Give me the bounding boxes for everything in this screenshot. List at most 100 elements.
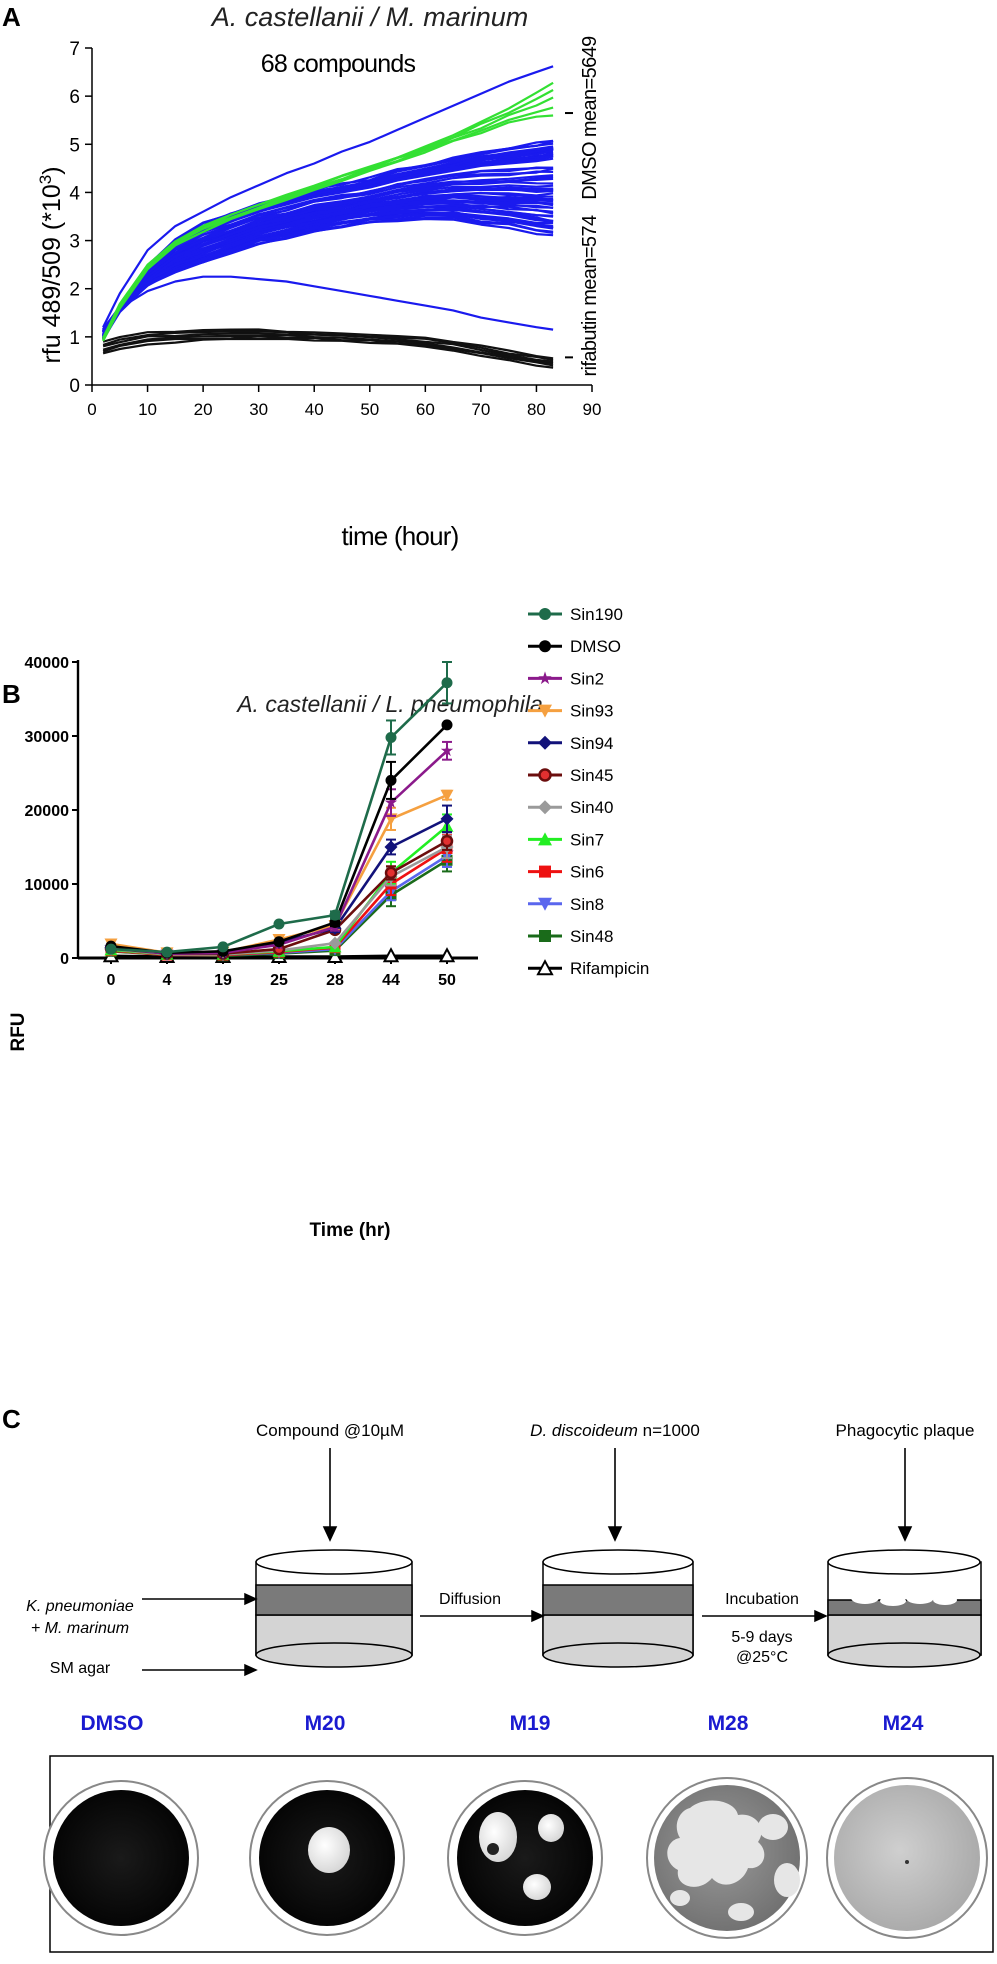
- legend-marker: [538, 671, 552, 685]
- rifabutin-curve: [102, 337, 554, 369]
- legend-label: Rifampicin: [570, 959, 649, 978]
- chart-a-x-tick-label: 70: [471, 400, 490, 419]
- chart-a-x-tick-label: 40: [305, 400, 324, 419]
- well-label-m28: M28: [708, 1712, 749, 1735]
- legend-item-rifampicin: Rifampicin: [528, 959, 649, 978]
- chart-b-x-tick-label: 4: [163, 972, 172, 989]
- chart-b-x-tick-label: 44: [382, 972, 400, 989]
- plaque-m19-3: [523, 1874, 551, 1900]
- legend-item-sin6: Sin6: [528, 863, 604, 882]
- well-label-m19: M19: [510, 1712, 551, 1735]
- reference-label: rifabutin mean=574: [579, 215, 601, 376]
- compound-curve: [102, 213, 554, 340]
- chart-b-plot: 0 10000 20000 30000 40000 0 4 19 25 28 44 50: [25, 655, 478, 989]
- series-sin93: [104, 789, 454, 960]
- chart-b-y-tick-label: 40000: [25, 655, 70, 672]
- well-photo-strip: [43, 1755, 994, 1953]
- data-point: [441, 719, 453, 731]
- panel-c: C Compound @10µM D. discoideum n=1000 Ph…: [2, 1404, 994, 1953]
- legend-item-sin48: Sin48: [528, 927, 613, 946]
- chart-b-y-tick-label: 10000: [25, 877, 70, 894]
- plaque-m28-4: [728, 1903, 754, 1921]
- data-point: [217, 941, 229, 953]
- well-label-m24: M24: [883, 1712, 924, 1735]
- chart-b-ylabel: RFU: [8, 1012, 29, 1051]
- chart-b-x-tick-label: 19: [214, 972, 232, 989]
- compound-curve: [102, 195, 554, 339]
- legend-label: DMSO: [570, 637, 621, 656]
- plaque-m28-3: [774, 1863, 800, 1897]
- data-point: [105, 943, 117, 955]
- data-point: [161, 946, 173, 958]
- chart-a-x-tick-label: 0: [87, 400, 96, 419]
- data-point: [273, 918, 285, 930]
- compound-curve: [102, 140, 554, 330]
- legend-marker: [536, 959, 554, 976]
- chart-a-y-tick-label: 0: [69, 376, 80, 397]
- data-point: [384, 796, 398, 808]
- plaque-m19-1: [479, 1812, 517, 1862]
- chart-a-y-tick-label: 4: [69, 183, 80, 204]
- chart-a-y-tick-label: 2: [69, 280, 80, 301]
- dmso-curve: [102, 114, 554, 342]
- series-sin190: [105, 661, 453, 958]
- legend-item-sin2: Sin2: [528, 669, 604, 688]
- data-point: [440, 744, 454, 757]
- legend-item-sin190: Sin190: [528, 605, 623, 624]
- chart-a-x-tick-label: 90: [583, 400, 602, 419]
- chart-b-x-tick-label: 50: [438, 972, 456, 989]
- data-point: [438, 947, 456, 963]
- legend-label: Sin45: [570, 766, 613, 785]
- chart-a-xlabel: time (hour): [342, 521, 459, 551]
- plaque-m20: [308, 1827, 350, 1873]
- chart-b-y-tick-label: 0: [60, 951, 69, 968]
- chart-a-y-tick-label: 5: [69, 135, 80, 156]
- panel-label-a: A: [2, 2, 21, 32]
- data-point: [382, 947, 400, 963]
- chart-a-x-tick-label: 60: [416, 400, 435, 419]
- panel-b: B A. castellanii / L. pneumophila 0 10000…: [2, 605, 649, 1241]
- data-point: [329, 909, 341, 921]
- chart-b-x-tick-label: 28: [326, 972, 344, 989]
- legend-item-dmso: DMSO: [528, 637, 621, 656]
- compound-curve: [102, 275, 554, 333]
- data-point: [440, 834, 454, 848]
- legend-item-sin45: Sin45: [528, 766, 613, 785]
- chart-b-xlabel: Time (hr): [310, 1220, 391, 1241]
- chart-b-x-tick-label: 0: [107, 972, 116, 989]
- petri-dish-1: [255, 1549, 413, 1668]
- well-label-m20: M20: [305, 1712, 346, 1735]
- kpneumoniae-label: K. pneumoniae: [26, 1598, 134, 1615]
- rifabutin-curve: [102, 330, 554, 361]
- compound-curve: [102, 211, 554, 340]
- data-point: [440, 789, 454, 802]
- chart-b-title: A. castellanii / L. pneumophila: [235, 691, 543, 717]
- legend-label: Sin94: [570, 734, 613, 753]
- legend-marker: [538, 800, 552, 815]
- legend-label: Sin6: [570, 863, 604, 882]
- petri-dish-2: [542, 1549, 694, 1668]
- rifabutin-curve: [102, 334, 554, 365]
- reference-label: DMSO mean=5649: [579, 36, 601, 200]
- rifabutin-curve: [102, 328, 554, 360]
- chart-a-y-tick-label: 6: [69, 87, 80, 108]
- chart-a-reference-labels: DMSO mean=5649 rifabutin mean=574: [565, 36, 601, 377]
- legend-label: Sin2: [570, 669, 604, 688]
- panel-label-b: B: [2, 679, 21, 709]
- chart-a-x-tick-label: 50: [360, 400, 379, 419]
- legend-item-sin8: Sin8: [528, 895, 604, 914]
- plaque-m28-5: [670, 1890, 690, 1906]
- data-point: [384, 866, 398, 880]
- compound-curve: [102, 174, 554, 336]
- well-m24: [826, 1777, 988, 1939]
- legend-label: Sin8: [570, 895, 604, 914]
- chart-a-lines: [102, 65, 554, 369]
- down-arrows: [322, 1448, 913, 1542]
- chart-a-x-tick-label: 10: [138, 400, 157, 419]
- compound-curve: [102, 170, 554, 333]
- data-point: [385, 774, 397, 786]
- temperature-label: @25°C: [736, 1649, 788, 1666]
- legend-label: Sin48: [570, 927, 613, 946]
- compound-curve: [102, 148, 554, 332]
